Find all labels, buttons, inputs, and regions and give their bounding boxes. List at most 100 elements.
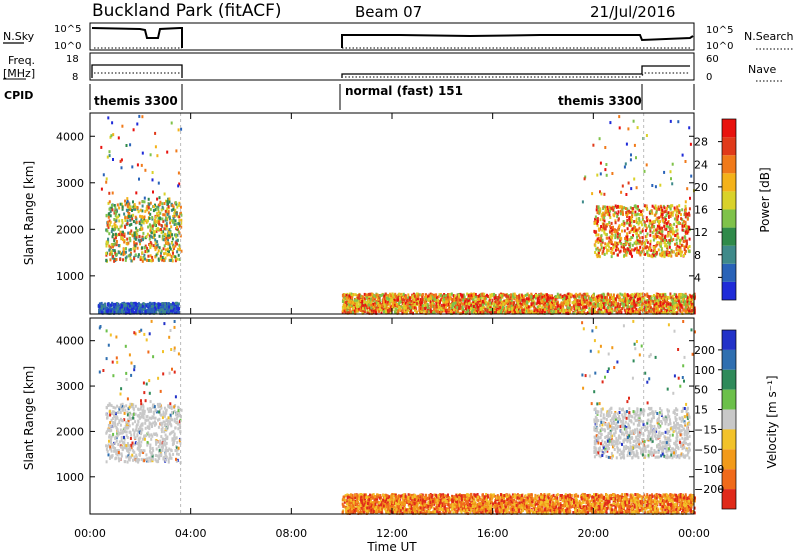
data-cell	[352, 293, 355, 297]
data-cell	[564, 302, 567, 306]
data-cell	[516, 300, 519, 304]
data-cell	[134, 215, 137, 219]
data-cell	[663, 239, 666, 243]
data-cell	[633, 309, 636, 313]
data-cell	[586, 292, 589, 296]
data-cell	[642, 252, 645, 256]
data-cell	[635, 217, 638, 221]
data-cell	[640, 300, 643, 304]
data-cell	[547, 306, 550, 310]
data-cell	[627, 299, 630, 303]
data-cell	[383, 310, 385, 314]
data-cell	[402, 292, 405, 296]
data-cell	[597, 241, 600, 244]
data-cell	[661, 233, 664, 237]
data-cell	[465, 304, 468, 308]
data-cell	[607, 309, 610, 313]
data-cell	[527, 308, 530, 312]
data-cell	[157, 207, 160, 211]
data-cell	[632, 309, 635, 313]
data-cell	[126, 201, 128, 205]
data-cell	[530, 303, 533, 307]
data-cell	[488, 299, 491, 302]
data-cell	[163, 202, 166, 205]
data-cell	[690, 295, 693, 299]
data-cell	[668, 251, 671, 254]
data-cell	[668, 307, 671, 311]
data-cell	[682, 219, 685, 223]
data-cell	[507, 305, 509, 309]
data-cell	[421, 308, 424, 311]
data-cell	[579, 292, 582, 296]
data-cell	[639, 213, 641, 217]
data-cell	[641, 229, 644, 233]
data-cell	[170, 225, 173, 229]
data-cell	[160, 249, 163, 253]
data-cell	[415, 302, 418, 305]
data-cell	[455, 301, 458, 305]
data-cell	[625, 211, 628, 215]
data-cell	[607, 306, 609, 310]
data-cell	[649, 306, 652, 310]
data-cell	[644, 205, 647, 209]
data-cell	[588, 311, 591, 315]
data-cell	[384, 306, 387, 310]
data-cell	[612, 245, 615, 249]
data-cell	[438, 305, 441, 309]
data-cell	[651, 204, 654, 208]
data-cell	[479, 308, 482, 312]
data-cell	[655, 217, 658, 221]
data-cell	[601, 305, 604, 309]
data-cell	[155, 215, 158, 219]
data-cell	[688, 211, 690, 215]
data-cell	[141, 204, 144, 208]
data-cell	[658, 207, 661, 211]
data-cell	[141, 200, 144, 204]
data-cell	[669, 204, 672, 208]
data-cell	[107, 225, 110, 229]
data-cell	[614, 305, 617, 309]
data-cell	[408, 298, 411, 302]
data-cell	[634, 303, 637, 307]
data-cell	[527, 294, 530, 298]
data-cell	[348, 308, 351, 312]
data-cell	[619, 302, 622, 306]
data-cell	[591, 307, 594, 311]
data-cell	[680, 304, 683, 308]
data-cell	[357, 307, 360, 311]
data-cell	[108, 244, 111, 248]
data-cell	[622, 220, 625, 224]
data-cell	[614, 248, 617, 252]
data-cell	[634, 210, 637, 214]
data-cell	[612, 225, 614, 229]
data-cell	[368, 295, 370, 299]
data-cell	[581, 311, 584, 315]
data-cell	[156, 252, 159, 255]
data-cell	[648, 303, 651, 307]
data-cell	[543, 310, 546, 314]
data-cell	[645, 216, 648, 220]
data-cell	[493, 305, 496, 309]
data-cell	[541, 293, 544, 297]
data-cell	[115, 216, 118, 220]
data-cell	[153, 220, 156, 224]
data-cell	[663, 220, 666, 224]
data-cell	[458, 300, 461, 304]
data-cell	[508, 308, 511, 311]
data-cell	[612, 228, 615, 231]
data-cell	[689, 305, 692, 309]
data-cell	[370, 297, 373, 301]
data-cell	[162, 247, 165, 251]
data-cell	[630, 224, 633, 228]
data-cell	[616, 253, 619, 257]
data-cell	[628, 217, 631, 221]
data-cell	[602, 205, 605, 209]
data-cell	[689, 300, 692, 304]
data-cell	[164, 238, 167, 242]
data-cell	[612, 297, 615, 301]
data-cell	[421, 293, 424, 296]
data-cell	[168, 250, 170, 254]
data-cell	[152, 230, 155, 234]
data-cell	[525, 297, 528, 301]
data-cell	[151, 235, 154, 239]
